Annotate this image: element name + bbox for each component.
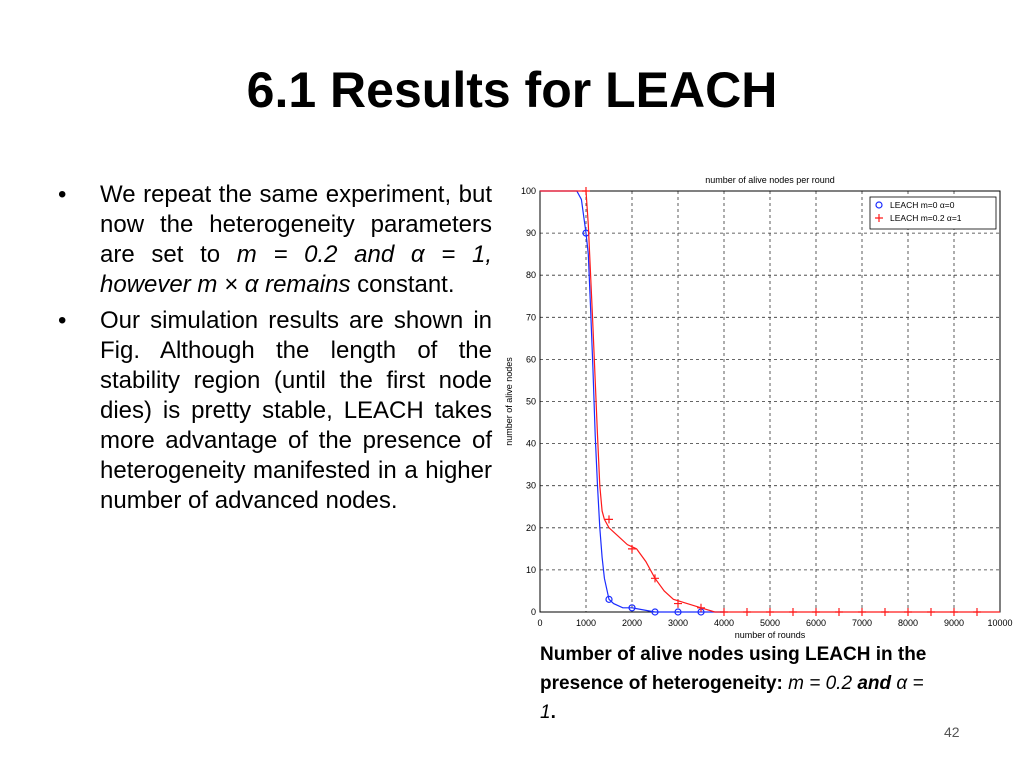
x-tick-label: 1000 bbox=[576, 618, 596, 628]
y-tick-label: 70 bbox=[526, 312, 536, 322]
x-tick-label: 7000 bbox=[852, 618, 872, 628]
bullet-text-1b: m = 0.2 and α = 1, however m × α remains bbox=[100, 241, 492, 298]
legend-marker-1 bbox=[875, 214, 883, 222]
series-1-point bbox=[812, 608, 820, 616]
page-number: 42 bbox=[944, 724, 960, 740]
x-tick-label: 6000 bbox=[806, 618, 826, 628]
slide-title: 6.1 Results for LEACH bbox=[246, 62, 778, 118]
y-tick-label: 20 bbox=[526, 523, 536, 533]
legend-label-0: LEACH m=0 α=0 bbox=[890, 200, 955, 210]
x-tick-label: 2000 bbox=[622, 618, 642, 628]
bullet-list: • We repeat the same experiment, but now… bbox=[58, 180, 492, 522]
series-1-point bbox=[789, 608, 797, 616]
caption-alpha-expr: α = 1 bbox=[540, 673, 924, 723]
y-tick-label: 30 bbox=[526, 481, 536, 491]
x-tick-label: 9000 bbox=[944, 618, 964, 628]
caption-period: . bbox=[550, 702, 556, 723]
series-1-point bbox=[766, 608, 774, 616]
series-1-point bbox=[835, 608, 843, 616]
chart-title: number of alive nodes per round bbox=[705, 175, 835, 185]
series-1-point bbox=[973, 608, 981, 616]
figure-caption: Number of alive nodes using LEACH in the… bbox=[540, 640, 940, 727]
bullet-text-1c: constant. bbox=[350, 271, 455, 298]
y-tick-label: 80 bbox=[526, 270, 536, 280]
legend-marker-0 bbox=[875, 201, 883, 209]
y-tick-label: 0 bbox=[531, 607, 536, 617]
bullet-text-1: We repeat the same experiment, but now t… bbox=[100, 181, 492, 298]
y-tick-label: 50 bbox=[526, 397, 536, 407]
series-1-point bbox=[628, 544, 636, 553]
bullet-dot-icon: • bbox=[58, 307, 67, 334]
legend-label-1: LEACH m=0.2 α=1 bbox=[890, 213, 962, 223]
series-0-point bbox=[628, 604, 636, 612]
x-tick-label: 10000 bbox=[987, 618, 1012, 628]
y-tick-label: 60 bbox=[526, 354, 536, 364]
chart-svg: 0 1000 2000 3000 4000 5000 6000 7000 8000 9000 100… bbox=[504, 175, 1013, 640]
caption-and: and bbox=[857, 673, 892, 694]
y-tick-label: 90 bbox=[526, 228, 536, 238]
series-1-point bbox=[927, 608, 935, 616]
alive-nodes-chart: 0 1000 2000 3000 4000 5000 6000 7000 8000 9000 100… bbox=[500, 165, 1020, 645]
y-tick-label: 10 bbox=[526, 565, 536, 575]
caption-text: Number of alive nodes using LEACH in the… bbox=[540, 644, 927, 694]
series-1-point bbox=[697, 603, 705, 612]
x-tick-label: 4000 bbox=[714, 618, 734, 628]
series-1-point bbox=[674, 599, 682, 608]
series-1-point bbox=[858, 608, 866, 616]
x-axis-label: number of rounds bbox=[735, 630, 806, 640]
bullet-dot-icon: • bbox=[58, 181, 67, 208]
legend-box bbox=[869, 196, 997, 230]
bullet-text-2: Our simulation results are shown in Fig.… bbox=[100, 307, 492, 514]
series-1-point bbox=[743, 608, 751, 616]
y-axis-label: number of alive nodes bbox=[504, 357, 514, 446]
x-tick-label: 8000 bbox=[898, 618, 918, 628]
series-1-point bbox=[881, 608, 889, 616]
bullet-text-1a: We repeat the same experiment, but now t… bbox=[100, 181, 492, 268]
series-1-point bbox=[720, 608, 728, 616]
x-tick-label: 5000 bbox=[760, 618, 780, 628]
bullet-item: • We repeat the same experiment, but now… bbox=[58, 180, 492, 300]
series-1-point bbox=[582, 187, 590, 195]
series-1-point bbox=[950, 608, 958, 616]
series-1-point bbox=[904, 608, 912, 616]
series-1-point bbox=[605, 515, 613, 524]
series-0-point bbox=[674, 608, 682, 616]
x-tick-label: 0 bbox=[537, 618, 542, 628]
x-tick-label: 3000 bbox=[668, 618, 688, 628]
y-tick-label: 40 bbox=[526, 439, 536, 449]
y-tick-label: 100 bbox=[521, 186, 536, 196]
series-1-point bbox=[651, 574, 659, 583]
bullet-item: • Our simulation results are shown in Fi… bbox=[58, 306, 492, 516]
series-0-point bbox=[651, 608, 659, 616]
caption-m-expr: m = 0.2 bbox=[788, 673, 853, 694]
series-0-point bbox=[605, 595, 613, 603]
